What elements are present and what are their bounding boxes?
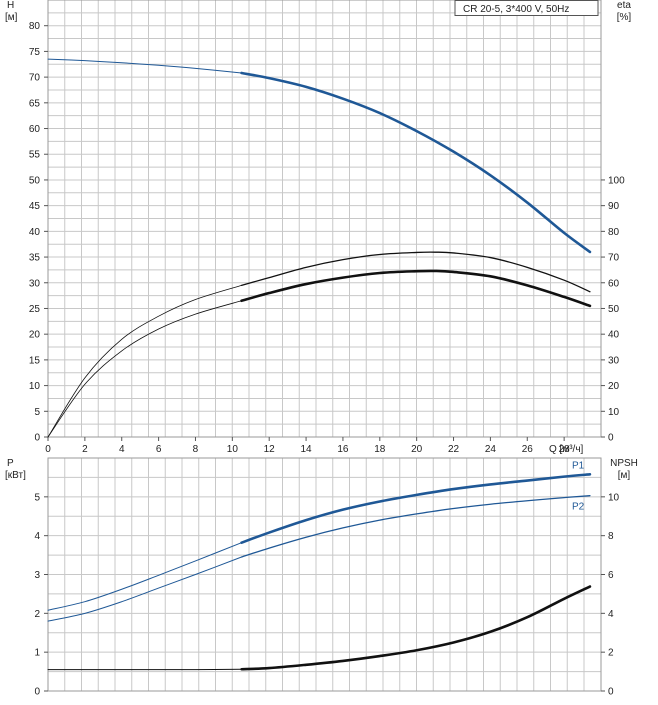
x-axis-tick-label: 2 bbox=[82, 444, 88, 455]
right-axis-tick-label: 20 bbox=[608, 381, 620, 392]
right-axis-unit: [м] bbox=[618, 470, 631, 481]
left-axis-tick-label: 25 bbox=[29, 304, 41, 315]
x-axis-tick-label: 8 bbox=[193, 444, 199, 455]
x-axis-tick-label: 26 bbox=[522, 444, 534, 455]
left-axis-tick-label: 5 bbox=[34, 407, 40, 418]
right-axis-tick-label: 80 bbox=[608, 227, 620, 238]
right-axis-tick-label: 8 bbox=[608, 531, 614, 542]
left-axis-tick-label: 80 bbox=[29, 21, 41, 32]
left-axis-title: H bbox=[7, 0, 14, 11]
left-axis-unit: [кВт] bbox=[5, 470, 26, 481]
right-axis-tick-label: 2 bbox=[608, 648, 614, 659]
left-axis-tick-label: 2 bbox=[34, 609, 40, 620]
x-axis-tick-label: 12 bbox=[264, 444, 276, 455]
right-axis-tick-label: 10 bbox=[608, 407, 620, 418]
x-axis-tick-label: 14 bbox=[301, 444, 313, 455]
right-axis-tick-label: 100 bbox=[608, 175, 625, 186]
left-axis-tick-label: 65 bbox=[29, 98, 41, 109]
left-axis-tick-label: 60 bbox=[29, 124, 41, 135]
x-axis-title: Q [м³/ч] bbox=[549, 444, 584, 455]
left-axis-tick-label: 0 bbox=[34, 433, 40, 444]
right-axis-tick-label: 50 bbox=[608, 304, 620, 315]
x-axis-tick-label: 20 bbox=[411, 444, 423, 455]
right-axis-unit: [%] bbox=[617, 12, 632, 23]
x-axis-tick-label: 24 bbox=[485, 444, 497, 455]
x-axis-tick-label: 22 bbox=[448, 444, 460, 455]
left-axis-title: P bbox=[7, 458, 14, 469]
x-axis-tick-label: 6 bbox=[156, 444, 162, 455]
right-axis-title: eta bbox=[617, 0, 631, 11]
x-axis-tick-label: 4 bbox=[119, 444, 125, 455]
right-axis-tick-label: 30 bbox=[608, 355, 620, 366]
right-axis-tick-label: 10 bbox=[608, 492, 620, 503]
left-axis-tick-label: 20 bbox=[29, 330, 41, 341]
left-axis-tick-label: 5 bbox=[34, 492, 40, 503]
left-axis-tick-label: 40 bbox=[29, 227, 41, 238]
left-axis-tick-label: 45 bbox=[29, 201, 41, 212]
left-axis-tick-label: 15 bbox=[29, 355, 41, 366]
left-axis-tick-label: 55 bbox=[29, 150, 41, 161]
x-axis-tick-label: 16 bbox=[337, 444, 349, 455]
x-axis-tick-label: 0 bbox=[45, 444, 51, 455]
left-axis-tick-label: 75 bbox=[29, 47, 41, 58]
x-axis-tick-label: 18 bbox=[374, 444, 386, 455]
left-axis-tick-label: 50 bbox=[29, 175, 41, 186]
series-label-p1: P1 bbox=[572, 460, 585, 471]
right-axis-tick-label: 40 bbox=[608, 330, 620, 341]
right-axis-tick-label: 4 bbox=[608, 609, 614, 620]
right-axis-tick-label: 0 bbox=[608, 687, 614, 698]
right-axis-tick-label: 6 bbox=[608, 570, 614, 581]
left-axis-tick-label: 30 bbox=[29, 278, 41, 289]
left-axis-unit: [м] bbox=[5, 12, 18, 23]
series-label-p2: P2 bbox=[572, 502, 585, 513]
left-axis-tick-label: 1 bbox=[34, 648, 40, 659]
left-axis-tick-label: 70 bbox=[29, 73, 41, 84]
left-axis-tick-label: 4 bbox=[34, 531, 40, 542]
x-axis-tick-label: 10 bbox=[227, 444, 239, 455]
left-axis-tick-label: 10 bbox=[29, 381, 41, 392]
left-axis-tick-label: 0 bbox=[34, 687, 40, 698]
right-axis-title: NPSH bbox=[610, 458, 638, 469]
right-axis-tick-label: 70 bbox=[608, 253, 620, 264]
right-axis-tick-label: 0 bbox=[608, 433, 614, 444]
chart-title: CR 20-5, 3*400 V, 50Hz bbox=[463, 4, 569, 15]
right-axis-tick-label: 60 bbox=[608, 278, 620, 289]
left-axis-tick-label: 35 bbox=[29, 253, 41, 264]
left-axis-tick-label: 3 bbox=[34, 570, 40, 581]
right-axis-tick-label: 90 bbox=[608, 201, 620, 212]
